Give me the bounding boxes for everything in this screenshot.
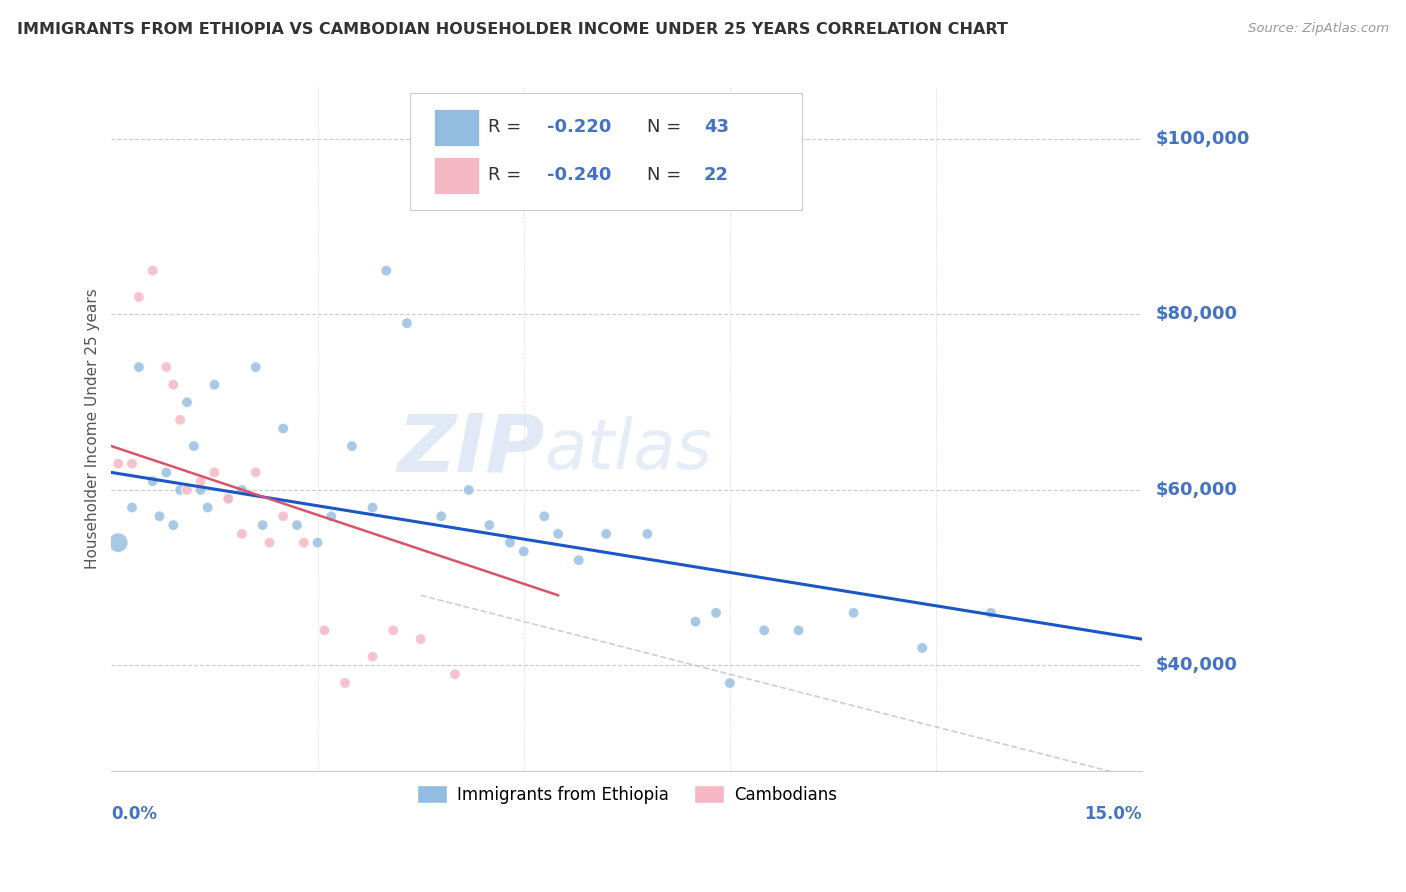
- Point: [245, 466, 267, 480]
- Text: -0.240: -0.240: [547, 166, 612, 185]
- Point: [142, 474, 165, 488]
- Text: N =: N =: [647, 166, 688, 185]
- Point: [361, 500, 384, 515]
- Point: [754, 624, 776, 638]
- Point: [107, 535, 129, 549]
- Point: [231, 483, 253, 497]
- Point: [333, 676, 356, 690]
- Point: [121, 457, 143, 471]
- Point: [155, 466, 177, 480]
- Point: [547, 526, 569, 541]
- Point: [217, 491, 239, 506]
- Text: $80,000: $80,000: [1156, 305, 1239, 324]
- Point: [162, 377, 184, 392]
- Point: [533, 509, 555, 524]
- Point: [499, 535, 522, 549]
- Point: [382, 624, 405, 638]
- Point: [314, 624, 336, 638]
- Point: [169, 483, 191, 497]
- Point: [169, 413, 191, 427]
- Legend: Immigrants from Ethiopia, Cambodians: Immigrants from Ethiopia, Cambodians: [411, 779, 844, 810]
- Point: [787, 624, 810, 638]
- Text: 22: 22: [704, 166, 730, 185]
- Point: [704, 606, 727, 620]
- Text: -0.220: -0.220: [547, 119, 612, 136]
- Point: [285, 518, 308, 533]
- Point: [444, 667, 467, 681]
- FancyBboxPatch shape: [411, 93, 801, 210]
- Point: [361, 649, 384, 664]
- Text: Source: ZipAtlas.com: Source: ZipAtlas.com: [1249, 22, 1389, 36]
- Point: [107, 457, 129, 471]
- Point: [176, 483, 198, 497]
- Point: [842, 606, 865, 620]
- Point: [340, 439, 363, 453]
- Point: [512, 544, 534, 558]
- Point: [271, 509, 294, 524]
- Point: [204, 377, 226, 392]
- Point: [155, 360, 177, 375]
- Point: [128, 290, 150, 304]
- Text: IMMIGRANTS FROM ETHIOPIA VS CAMBODIAN HOUSEHOLDER INCOME UNDER 25 YEARS CORRELAT: IMMIGRANTS FROM ETHIOPIA VS CAMBODIAN HO…: [17, 22, 1008, 37]
- Point: [292, 535, 315, 549]
- Point: [568, 553, 591, 567]
- Point: [142, 263, 165, 277]
- Point: [176, 395, 198, 409]
- Point: [190, 474, 212, 488]
- Point: [128, 360, 150, 375]
- Text: 0.0%: 0.0%: [111, 805, 157, 823]
- Point: [217, 491, 239, 506]
- Point: [685, 615, 707, 629]
- Point: [595, 526, 617, 541]
- Point: [911, 640, 934, 655]
- FancyBboxPatch shape: [434, 109, 479, 146]
- Point: [259, 535, 281, 549]
- Point: [478, 518, 501, 533]
- Point: [245, 360, 267, 375]
- Point: [430, 509, 453, 524]
- Text: R =: R =: [488, 119, 527, 136]
- Point: [718, 676, 741, 690]
- Text: $100,000: $100,000: [1156, 130, 1250, 148]
- Y-axis label: Householder Income Under 25 years: Householder Income Under 25 years: [86, 288, 100, 569]
- Point: [307, 535, 329, 549]
- Point: [190, 483, 212, 497]
- Point: [121, 500, 143, 515]
- Text: N =: N =: [647, 119, 688, 136]
- Point: [148, 509, 170, 524]
- Text: ZIP: ZIP: [396, 410, 544, 488]
- Point: [636, 526, 658, 541]
- Text: 43: 43: [704, 119, 730, 136]
- Text: $60,000: $60,000: [1156, 481, 1237, 499]
- Point: [321, 509, 343, 524]
- Text: atlas: atlas: [544, 416, 713, 483]
- Point: [395, 316, 418, 330]
- Point: [204, 466, 226, 480]
- Point: [183, 439, 205, 453]
- Point: [271, 421, 294, 435]
- Point: [457, 483, 479, 497]
- Point: [197, 500, 219, 515]
- Point: [252, 518, 274, 533]
- Point: [162, 518, 184, 533]
- FancyBboxPatch shape: [434, 157, 479, 194]
- Point: [409, 632, 432, 647]
- Text: R =: R =: [488, 166, 527, 185]
- Point: [375, 263, 398, 277]
- Text: 15.0%: 15.0%: [1084, 805, 1142, 823]
- Text: $40,000: $40,000: [1156, 657, 1237, 674]
- Point: [980, 606, 1002, 620]
- Point: [231, 526, 253, 541]
